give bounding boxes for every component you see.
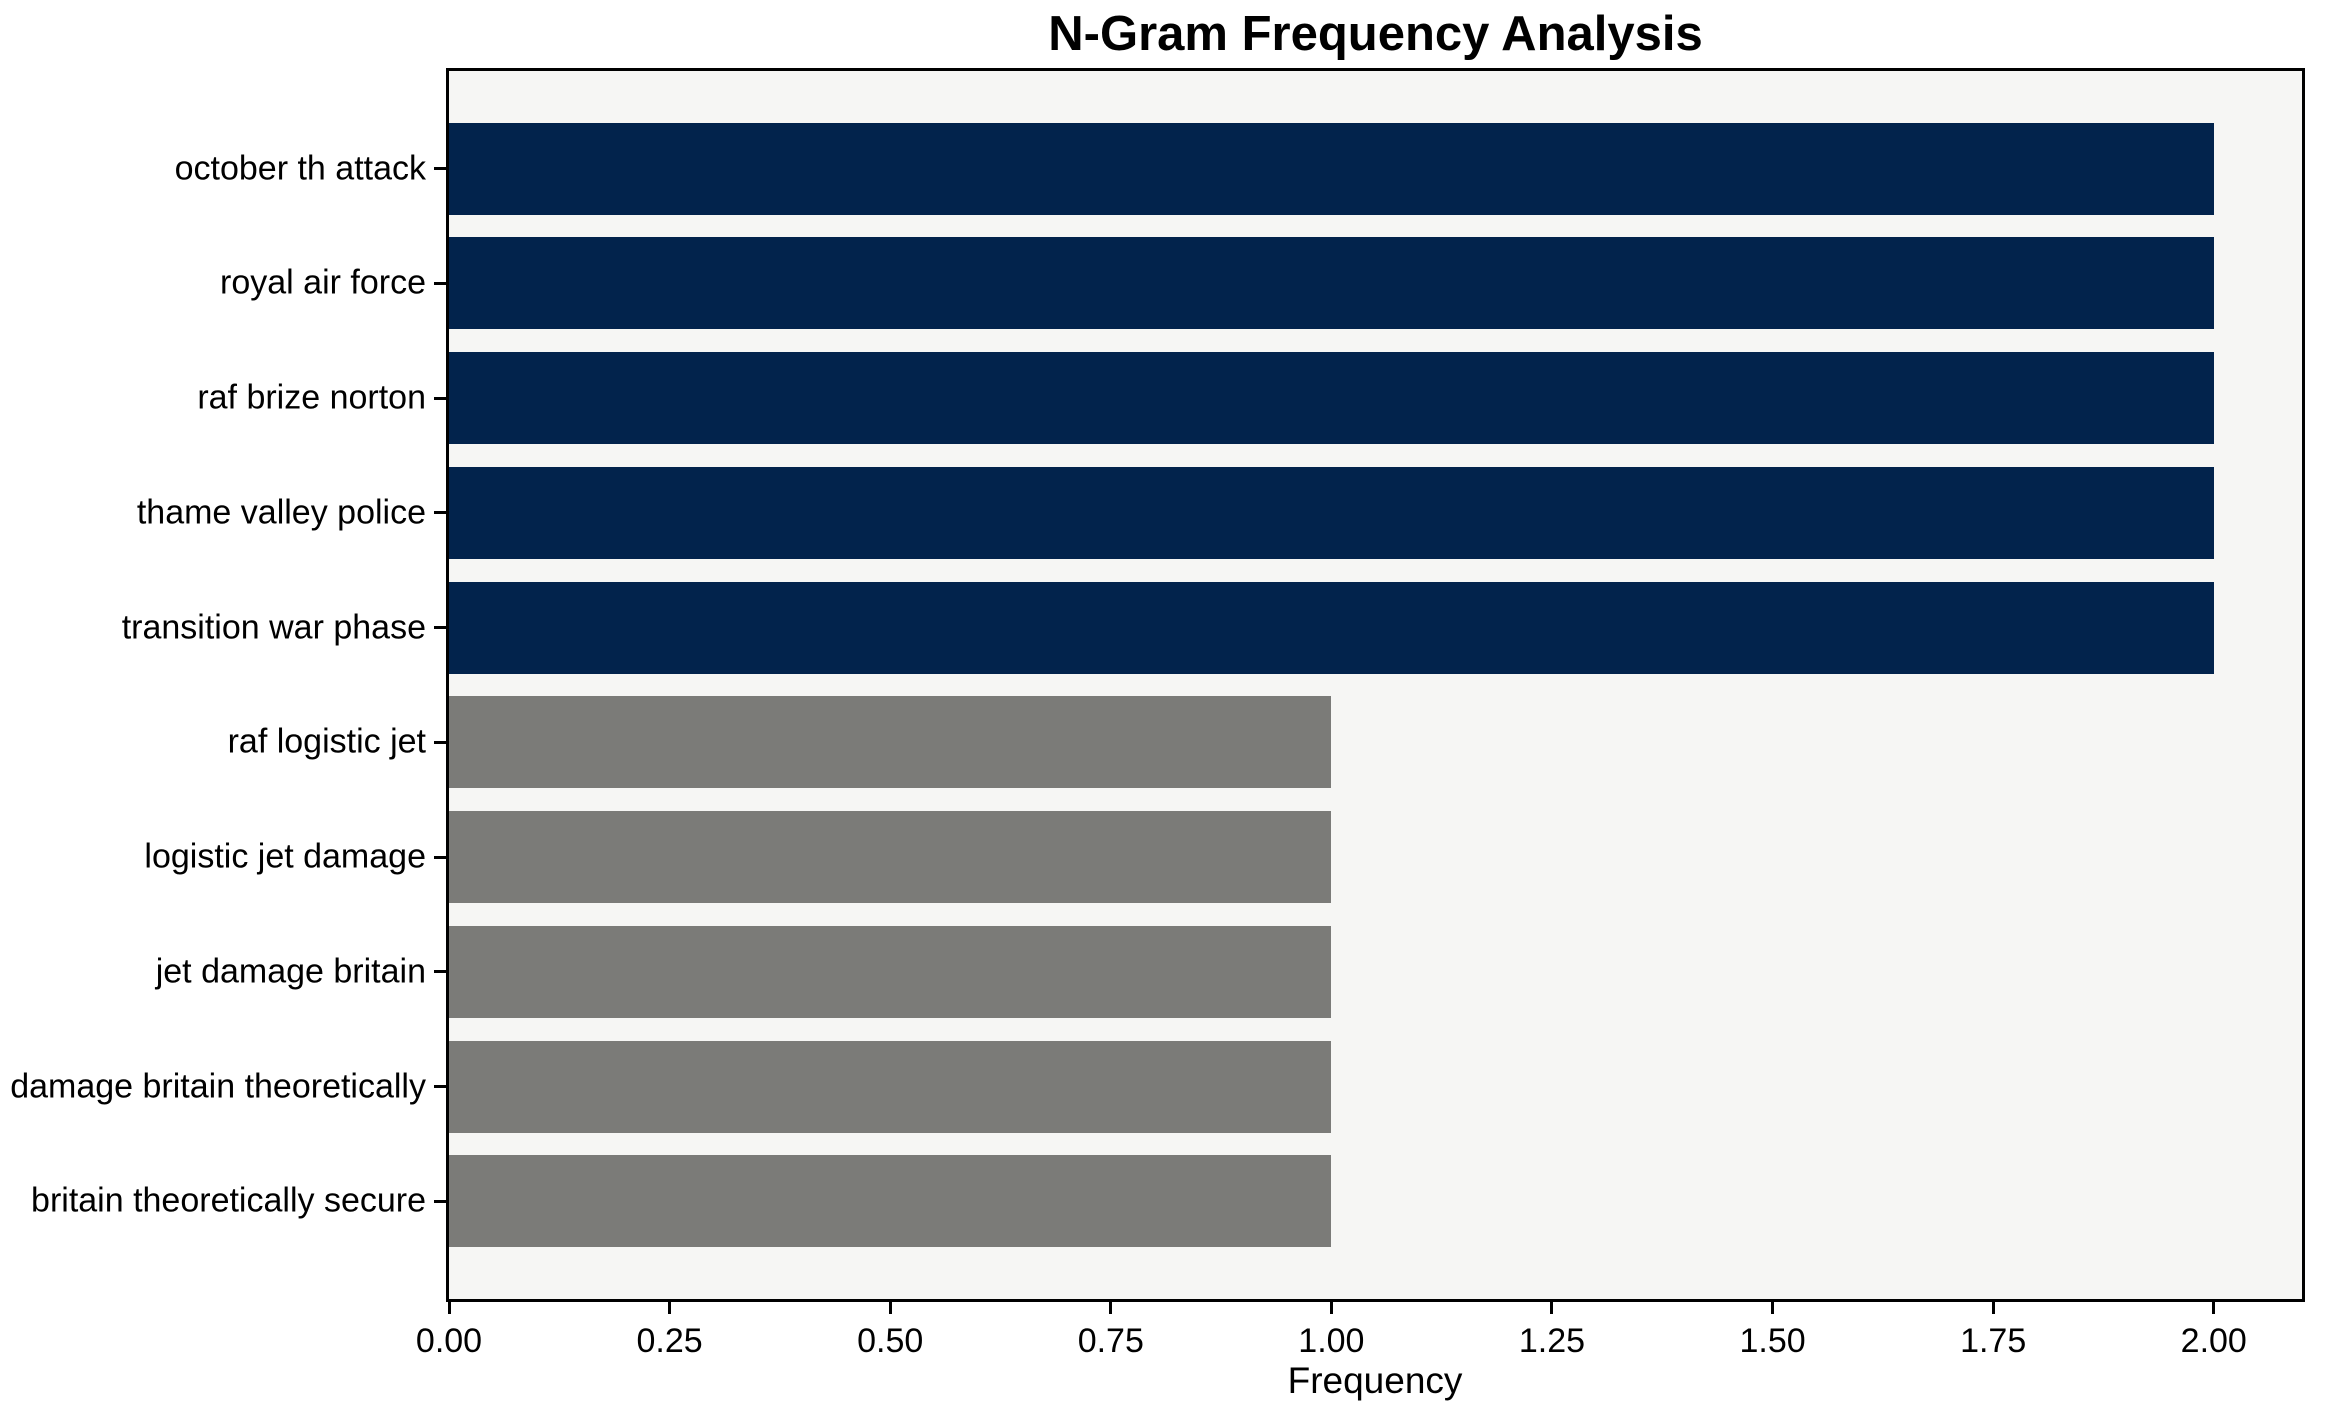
y-tick-label: october th attack	[174, 149, 426, 188]
y-tick	[434, 1085, 446, 1089]
y-tick-label: damage britain theoretically	[10, 1067, 426, 1106]
plot-area	[446, 68, 2305, 1302]
bar	[449, 811, 1332, 904]
x-tick	[888, 1302, 892, 1314]
x-tick-label: 1.75	[1960, 1322, 2027, 1360]
y-tick	[434, 740, 446, 744]
y-tick-label: jet damage britain	[155, 952, 426, 991]
bar	[449, 1155, 1332, 1248]
y-tick-label: logistic jet damage	[144, 837, 426, 876]
y-tick	[434, 511, 446, 515]
y-tick-label: raf logistic jet	[227, 722, 426, 761]
x-tick-label: 1.25	[1518, 1322, 1586, 1360]
y-tick-label: transition war phase	[121, 608, 426, 647]
x-tick	[1109, 1302, 1113, 1314]
x-tick	[1771, 1302, 1775, 1314]
chart-title: N-Gram Frequency Analysis	[1048, 7, 1703, 61]
bar	[449, 581, 2214, 674]
y-tick-label: britain theoretically secure	[31, 1181, 426, 1220]
x-tick	[668, 1302, 672, 1314]
bar	[449, 352, 2214, 445]
bar	[449, 122, 2214, 215]
x-tick-label: 1.00	[1298, 1322, 1365, 1360]
bar	[449, 466, 2214, 559]
x-axis-label: Frequency	[1287, 1360, 1463, 1401]
x-tick	[2212, 1302, 2216, 1314]
x-tick	[1991, 1302, 1995, 1314]
x-tick	[1329, 1302, 1333, 1314]
x-tick	[1550, 1302, 1554, 1314]
bar	[449, 1040, 1332, 1133]
x-tick-label: 0.25	[636, 1322, 703, 1360]
x-tick-label: 2.00	[2180, 1322, 2247, 1360]
y-tick	[434, 970, 446, 974]
bar	[449, 237, 2214, 330]
bar	[449, 925, 1332, 1018]
y-tick	[434, 855, 446, 859]
y-tick-label: raf brize norton	[197, 378, 426, 417]
y-tick	[434, 1199, 446, 1203]
x-tick-label: 1.50	[1739, 1322, 1806, 1360]
y-tick	[434, 167, 446, 171]
x-tick-label: 0.00	[415, 1322, 483, 1360]
y-tick	[434, 626, 446, 630]
bar	[449, 696, 1332, 789]
x-tick-label: 0.50	[857, 1322, 924, 1360]
y-tick-label: thame valley police	[136, 493, 426, 532]
y-tick	[434, 396, 446, 400]
y-tick-label: royal air force	[220, 263, 426, 302]
x-tick	[447, 1302, 451, 1314]
y-tick	[434, 281, 446, 285]
x-tick-label: 0.75	[1077, 1322, 1144, 1360]
